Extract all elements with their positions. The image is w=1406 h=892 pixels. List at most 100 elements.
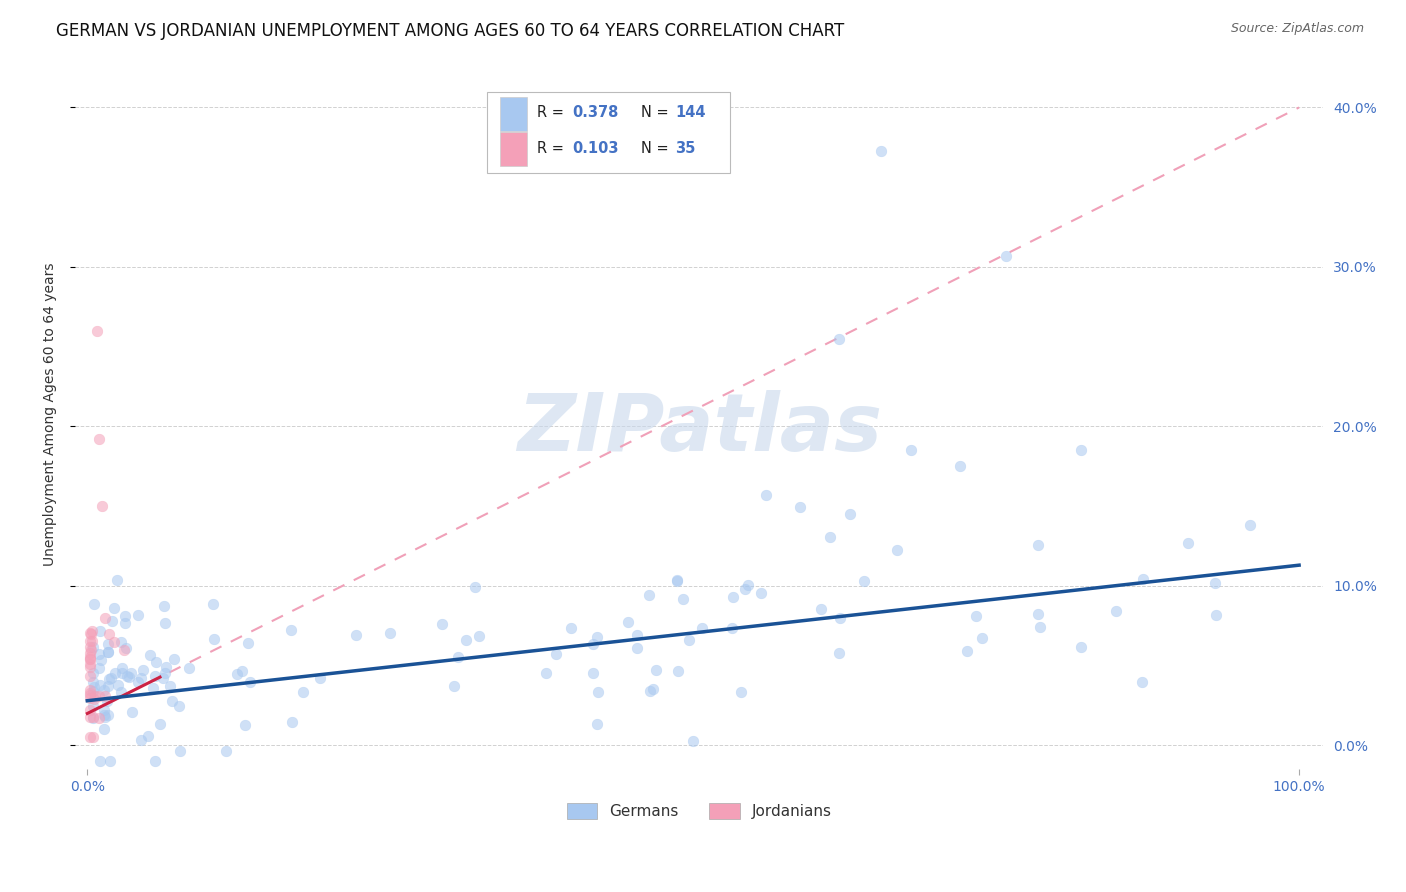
Point (97, 637, 120, 651)
Point (79, 640, 101, 654)
Point (666, 574, 689, 588)
Point (965, 608, 987, 623)
Point (87, 711, 110, 725)
Point (690, 621, 713, 635)
Point (89, 755, 111, 769)
Point (1132, 572, 1154, 586)
Point (153, 599, 176, 613)
Point (468, 630, 491, 644)
Point (127, 608, 149, 623)
Point (79, 683, 101, 698)
Point (79, 731, 101, 745)
Point (344, 628, 367, 642)
Point (721, 591, 744, 605)
Point (82, 624, 104, 639)
Point (93, 708, 115, 723)
Text: GERMAN VS JORDANIAN UNEMPLOYMENT AMONG AGES 60 TO 64 YEARS CORRELATION CHART: GERMAN VS JORDANIAN UNEMPLOYMENT AMONG A… (56, 22, 845, 40)
Point (1130, 674, 1153, 689)
Point (79, 691, 101, 706)
Point (136, 729, 159, 743)
Point (79, 646, 101, 660)
FancyBboxPatch shape (499, 132, 527, 166)
Point (308, 671, 330, 685)
Point (204, 632, 226, 646)
Point (98, 754, 121, 768)
Point (79, 657, 101, 671)
Point (432, 617, 454, 632)
Point (617, 615, 640, 629)
Point (127, 675, 149, 690)
Point (114, 615, 136, 630)
Point (96, 694, 118, 708)
Point (103, 665, 125, 680)
Point (155, 660, 177, 674)
Point (142, 681, 165, 695)
Point (678, 632, 700, 647)
Point (160, 693, 183, 707)
Point (79, 626, 101, 640)
Point (159, 679, 181, 693)
Point (810, 602, 832, 616)
Point (97, 645, 120, 659)
Point (546, 648, 568, 662)
Point (89, 647, 111, 661)
Point (169, 744, 191, 758)
Point (666, 574, 689, 588)
Point (114, 609, 136, 624)
Point (139, 648, 162, 662)
Point (454, 632, 477, 647)
Point (98, 673, 121, 687)
Point (839, 507, 862, 521)
Point (1026, 607, 1049, 621)
Point (994, 249, 1017, 263)
Point (90, 653, 112, 667)
Point (749, 586, 772, 600)
Point (672, 591, 695, 606)
Point (1070, 443, 1092, 458)
Point (970, 631, 993, 645)
Point (131, 663, 153, 677)
Point (585, 630, 607, 644)
Point (97, 645, 120, 659)
Text: 0.103: 0.103 (572, 141, 619, 156)
Point (79, 688, 101, 702)
Point (588, 685, 610, 699)
Point (226, 667, 249, 681)
Point (149, 717, 172, 731)
Point (79, 652, 101, 666)
Point (789, 500, 811, 514)
Point (870, 144, 893, 158)
Point (94, 611, 117, 625)
Text: 144: 144 (675, 105, 706, 120)
Point (734, 582, 756, 596)
Text: N =: N = (641, 141, 673, 156)
Point (626, 640, 648, 655)
Point (464, 581, 486, 595)
Point (115, 641, 138, 656)
Point (582, 665, 605, 680)
Point (111, 666, 134, 681)
Point (560, 621, 582, 635)
Point (177, 661, 200, 675)
Point (79, 649, 101, 664)
Point (83, 681, 105, 695)
Point (101, 615, 124, 629)
Point (105, 573, 128, 587)
Point (79, 627, 101, 641)
Point (153, 615, 176, 630)
Point (129, 733, 152, 747)
Point (93, 722, 115, 736)
FancyBboxPatch shape (499, 96, 527, 130)
Point (82, 710, 104, 724)
FancyBboxPatch shape (486, 92, 731, 173)
Point (1205, 608, 1227, 623)
Point (82, 640, 104, 654)
Point (755, 488, 778, 502)
Point (110, 634, 132, 648)
Point (818, 530, 841, 544)
Point (1105, 603, 1128, 617)
Point (89, 432, 111, 446)
Point (900, 443, 922, 458)
Point (143, 668, 166, 682)
Point (585, 717, 607, 731)
